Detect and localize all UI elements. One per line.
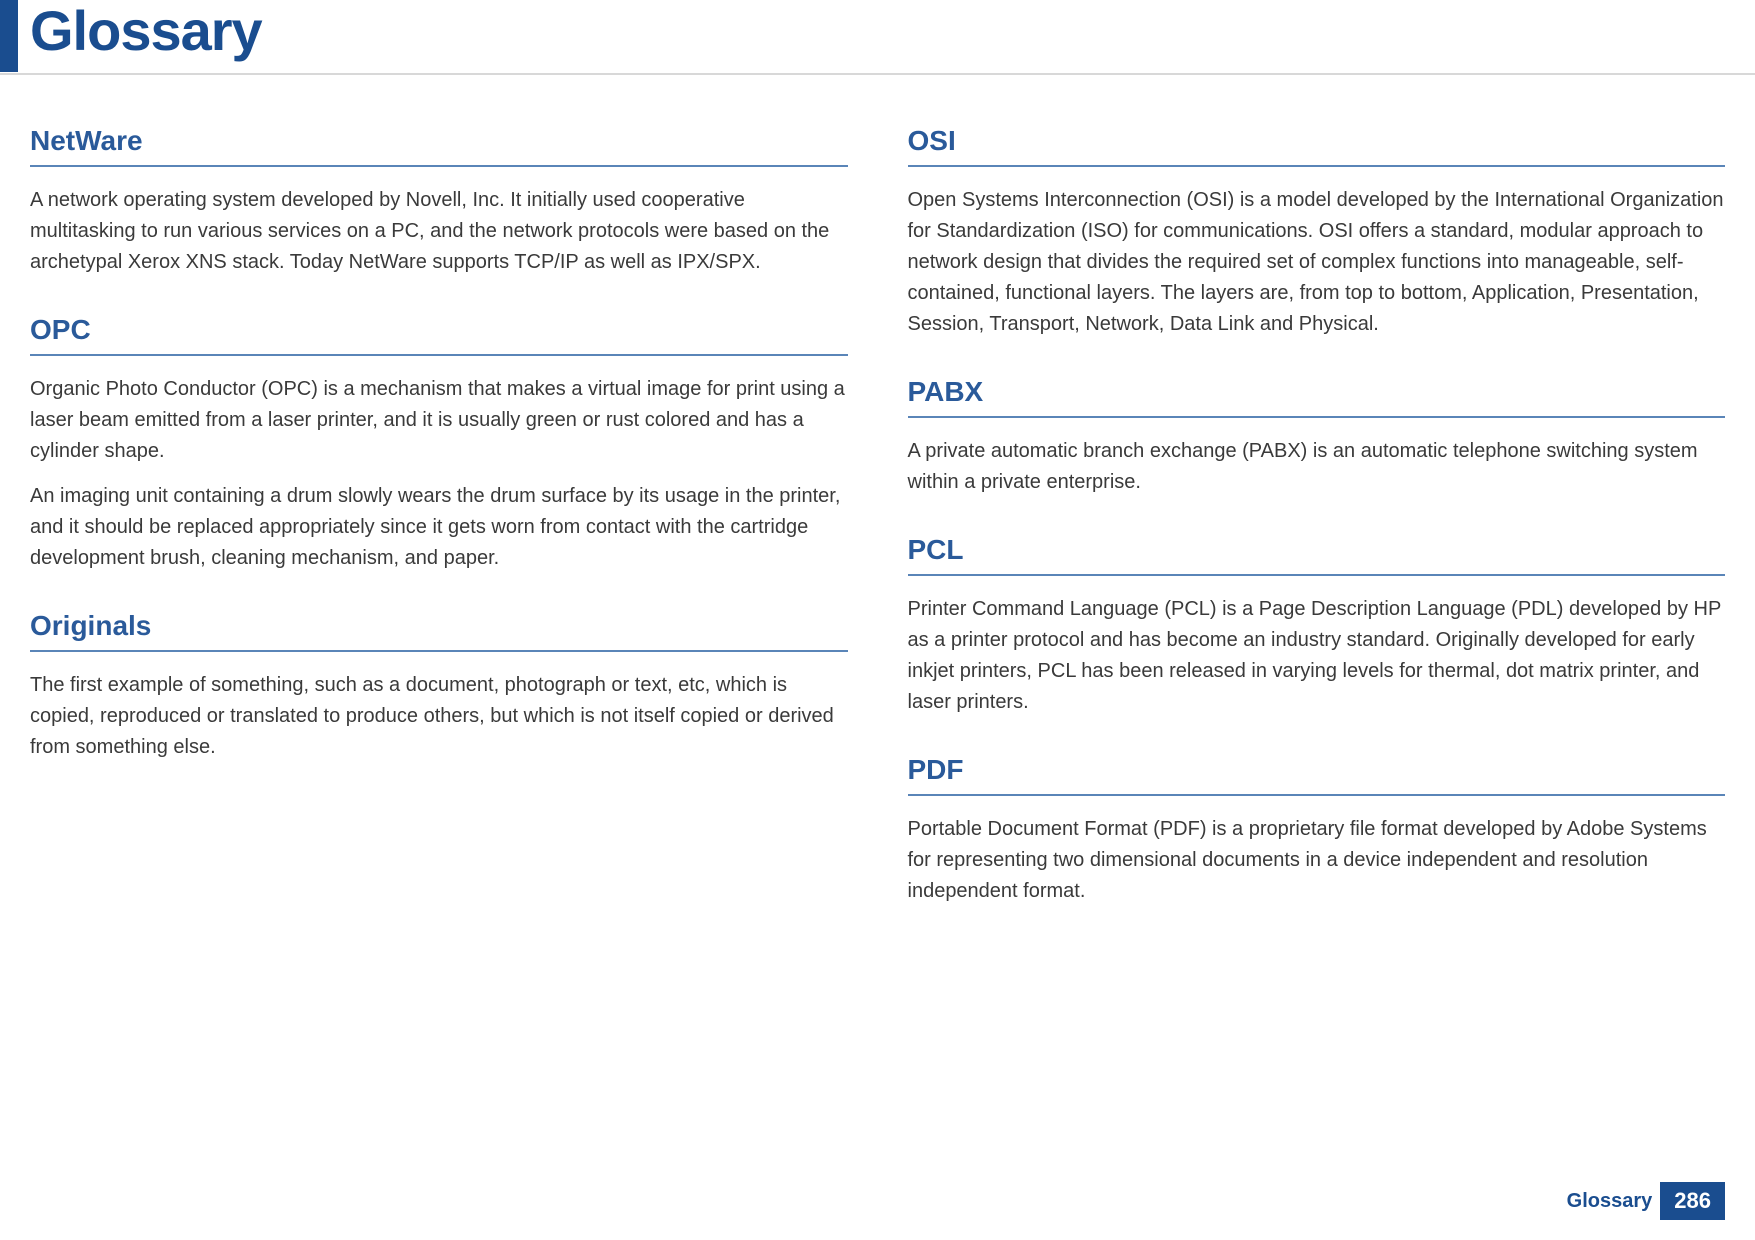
glossary-term: Originals (30, 610, 848, 652)
glossary-term: PCL (908, 534, 1726, 576)
page-header: Glossary (0, 0, 1755, 75)
glossary-entry: Originals The first example of something… (30, 610, 848, 763)
glossary-definition: The first example of something, such as … (30, 670, 848, 763)
page-footer: Glossary 286 (1567, 1182, 1725, 1220)
content-area: NetWare A network operating system devel… (0, 75, 1755, 943)
glossary-entry: PDF Portable Document Format (PDF) is a … (908, 754, 1726, 907)
glossary-term: PABX (908, 376, 1726, 418)
glossary-entry: OSI Open Systems Interconnection (OSI) i… (908, 125, 1726, 340)
glossary-entry: NetWare A network operating system devel… (30, 125, 848, 278)
glossary-definition: Organic Photo Conductor (OPC) is a mecha… (30, 374, 848, 467)
glossary-entry: PCL Printer Command Language (PCL) is a … (908, 534, 1726, 718)
glossary-definition: Portable Document Format (PDF) is a prop… (908, 814, 1726, 907)
glossary-definition: A network operating system developed by … (30, 185, 848, 278)
page-title: Glossary (30, 0, 262, 62)
glossary-definition: A private automatic branch exchange (PAB… (908, 436, 1726, 498)
glossary-term: OSI (908, 125, 1726, 167)
glossary-term: PDF (908, 754, 1726, 796)
glossary-term: OPC (30, 314, 848, 356)
left-column: NetWare A network operating system devel… (30, 125, 848, 943)
glossary-entry: PABX A private automatic branch exchange… (908, 376, 1726, 498)
right-column: OSI Open Systems Interconnection (OSI) i… (908, 125, 1726, 943)
glossary-definition: An imaging unit containing a drum slowly… (30, 481, 848, 574)
glossary-definition: Open Systems Interconnection (OSI) is a … (908, 185, 1726, 340)
glossary-entry: OPC Organic Photo Conductor (OPC) is a m… (30, 314, 848, 574)
page-number: 286 (1660, 1182, 1725, 1220)
glossary-definition: Printer Command Language (PCL) is a Page… (908, 594, 1726, 718)
footer-section-label: Glossary (1567, 1190, 1653, 1213)
header-accent-bar (0, 0, 18, 72)
glossary-term: NetWare (30, 125, 848, 167)
